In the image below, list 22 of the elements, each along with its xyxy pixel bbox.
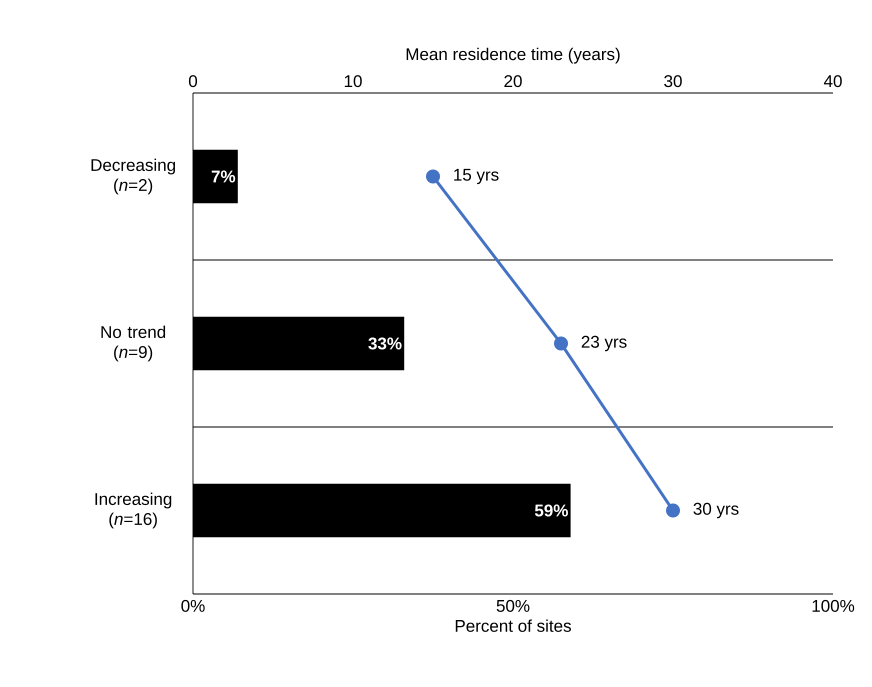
x-tick-label: 0% bbox=[181, 600, 205, 612]
x-tick-label: 100% bbox=[812, 600, 854, 612]
point bbox=[554, 336, 568, 350]
data-label: 23 yrs bbox=[582, 336, 627, 352]
data-label: 15 yrs bbox=[454, 168, 499, 184]
y-tick-label: Increasing (n=16) bbox=[95, 492, 172, 528]
data-label: 30 yrs bbox=[694, 502, 739, 518]
x2-tick-label: 30 bbox=[664, 75, 682, 88]
data-label: 59% bbox=[534, 504, 568, 517]
point bbox=[666, 504, 680, 518]
x2-tick-label: 0 bbox=[188, 75, 198, 88]
data-label: 33% bbox=[368, 337, 402, 350]
y-tick-label: Decreasing (n=2) bbox=[92, 158, 176, 194]
point bbox=[426, 170, 440, 184]
data-label: 7% bbox=[212, 170, 236, 182]
x-tick-label: 50% bbox=[496, 600, 530, 612]
y-tick-label: No trend (n=9) bbox=[101, 326, 166, 362]
x2-axis-title: Mean residence time (years) bbox=[406, 48, 620, 64]
x2-tick-label: 10 bbox=[344, 75, 362, 88]
x-axis-title: Percent of sites bbox=[456, 619, 571, 632]
x2-tick-label: 20 bbox=[504, 75, 522, 88]
x2-tick-label: 40 bbox=[824, 75, 842, 88]
